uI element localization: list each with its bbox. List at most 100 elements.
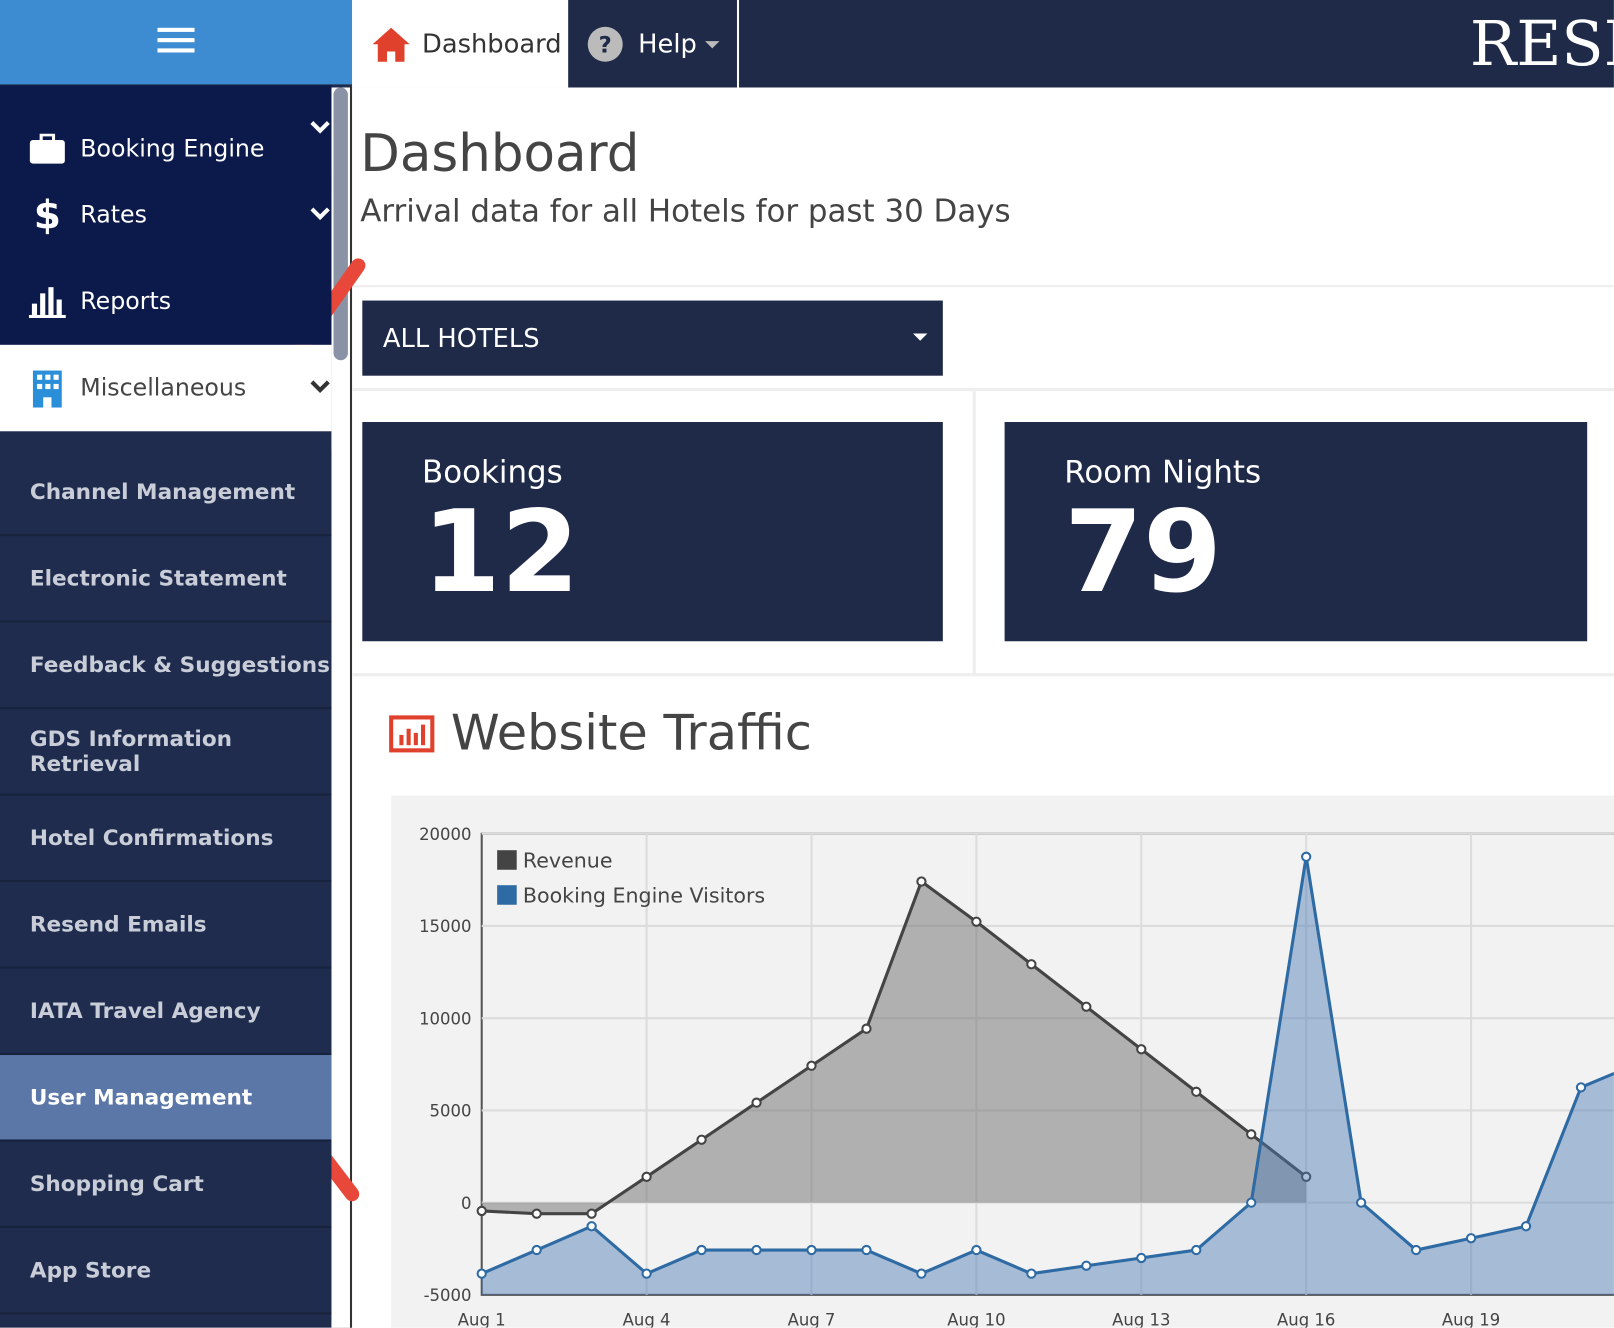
icon: $	[34, 195, 61, 236]
stat-label: Bookings	[422, 454, 563, 491]
item-label: IATA Travel Agency	[29, 998, 261, 1024]
point	[1136, 1044, 1147, 1055]
x-tick-label: Aug 7	[788, 1311, 836, 1328]
y-tick-label: 5000	[430, 1102, 472, 1121]
caret	[912, 332, 928, 341]
tab-label: Help	[638, 28, 697, 59]
submenu-item[interactable]: Electronic Statement	[0, 536, 332, 623]
point	[1246, 1197, 1257, 1208]
divider	[972, 391, 976, 676]
page-title: Dashboard	[360, 123, 640, 184]
select-label: ALL HOTELS	[382, 323, 540, 354]
point	[1301, 1171, 1312, 1182]
help-icon: ?	[587, 26, 623, 62]
tab-dashboard[interactable]: Dashboard	[352, 0, 569, 88]
item-label: Miscellaneous	[80, 374, 247, 402]
menu-button[interactable]	[0, 0, 353, 85]
point	[1465, 1233, 1477, 1244]
point	[641, 1268, 652, 1279]
item-label: Rates	[80, 201, 147, 229]
point	[696, 1244, 707, 1256]
stat-value: 79	[1064, 485, 1222, 618]
submenu-item[interactable]: Channel Management	[0, 449, 332, 537]
submenu-item[interactable]: Hotel Confirmations	[0, 795, 332, 883]
icon	[310, 121, 330, 134]
point	[641, 1171, 652, 1182]
icon	[28, 287, 66, 319]
item-label: Channel Management	[29, 479, 296, 505]
item-label: Hotel Confirmations	[29, 825, 274, 851]
submenu-item[interactable]: User Management	[0, 1055, 332, 1142]
sidebar-item[interactable]: $ Rates	[0, 171, 332, 259]
point	[476, 1268, 487, 1279]
y-tick-label: 0	[461, 1194, 471, 1213]
divider	[352, 285, 1614, 288]
chart-icon	[389, 715, 435, 753]
point	[1081, 1260, 1092, 1271]
icon	[310, 207, 330, 221]
submenu-item[interactable]: Resend Emails	[0, 882, 332, 969]
point	[806, 1244, 817, 1256]
svg-text:$: $	[34, 195, 61, 236]
hamburger	[157, 27, 195, 53]
point	[1355, 1197, 1367, 1208]
chart: -5000 0 5000 10000 15000 20000 Aug 1 Aug 4 Aug 7…	[391, 795, 1614, 1328]
divider	[352, 388, 1614, 392]
point	[1246, 1129, 1257, 1140]
legend-label: Booking Engine Visitors	[523, 884, 765, 908]
point	[751, 1097, 762, 1108]
point	[1520, 1221, 1532, 1232]
x-tick-label: Aug 1	[458, 1311, 506, 1328]
legend-swatch	[497, 885, 517, 905]
point	[1191, 1244, 1202, 1256]
icon	[32, 370, 62, 408]
submenu-item[interactable]: Shopping Cart	[0, 1141, 332, 1228]
submenu-item[interactable]: IATA Travel Agency	[0, 968, 332, 1056]
point	[1026, 959, 1037, 970]
line	[481, 879, 1308, 1216]
scroll-track	[331, 87, 350, 1328]
submenu-item[interactable]: GDS Information Retrieval	[0, 709, 332, 796]
item-label: User Management	[29, 1084, 253, 1110]
sidebar-item[interactable]: Reports	[0, 258, 332, 345]
item-label: GDS Information Retrieval	[29, 726, 233, 777]
y-tick-label: 20000	[419, 825, 471, 844]
submenu-item[interactable]: App Store	[0, 1227, 332, 1315]
point	[531, 1208, 542, 1219]
home-icon	[372, 27, 410, 62]
legend-label: Revenue	[523, 849, 613, 873]
y-tick-label: 10000	[419, 1009, 471, 1028]
point	[1410, 1244, 1422, 1256]
submenu-item[interactable]: Feedback & Suggestions	[0, 622, 332, 710]
x-tick-label: Aug 16	[1277, 1311, 1335, 1328]
icon	[310, 380, 330, 394]
x-tick-label: Aug 13	[1112, 1311, 1170, 1328]
svg-text:?: ?	[599, 32, 612, 58]
point	[476, 1205, 487, 1217]
caret	[705, 40, 720, 48]
point	[1575, 1082, 1587, 1093]
line	[481, 856, 1614, 1276]
tab-help[interactable]: ? Help	[568, 0, 740, 88]
logo: RESER	[1469, 8, 1614, 81]
point	[916, 1268, 927, 1279]
area	[481, 881, 1307, 1214]
hotel-select[interactable]: ALL HOTELS	[362, 300, 943, 376]
point	[1081, 1001, 1092, 1012]
icon	[29, 133, 65, 164]
point	[586, 1208, 597, 1219]
x-tick-label: Aug 10	[947, 1311, 1005, 1328]
section-title: Website Traffic	[450, 704, 812, 762]
point	[1191, 1086, 1202, 1097]
area	[481, 856, 1614, 1295]
stat-value: 12	[422, 485, 580, 618]
legend-swatch	[497, 850, 517, 870]
y-tick-label: 15000	[419, 917, 471, 936]
item-label: Reports	[80, 288, 172, 315]
stat-card: Room Nights 79	[1004, 422, 1588, 642]
sidebar-item[interactable]: Miscellaneous	[0, 344, 332, 432]
page-subtitle: Arrival data for all Hotels for past 30 …	[360, 193, 1011, 230]
tab-label: Dashboard	[422, 28, 562, 59]
item-label: Feedback & Suggestions	[29, 652, 330, 678]
scroll-thumb[interactable]	[333, 87, 348, 361]
